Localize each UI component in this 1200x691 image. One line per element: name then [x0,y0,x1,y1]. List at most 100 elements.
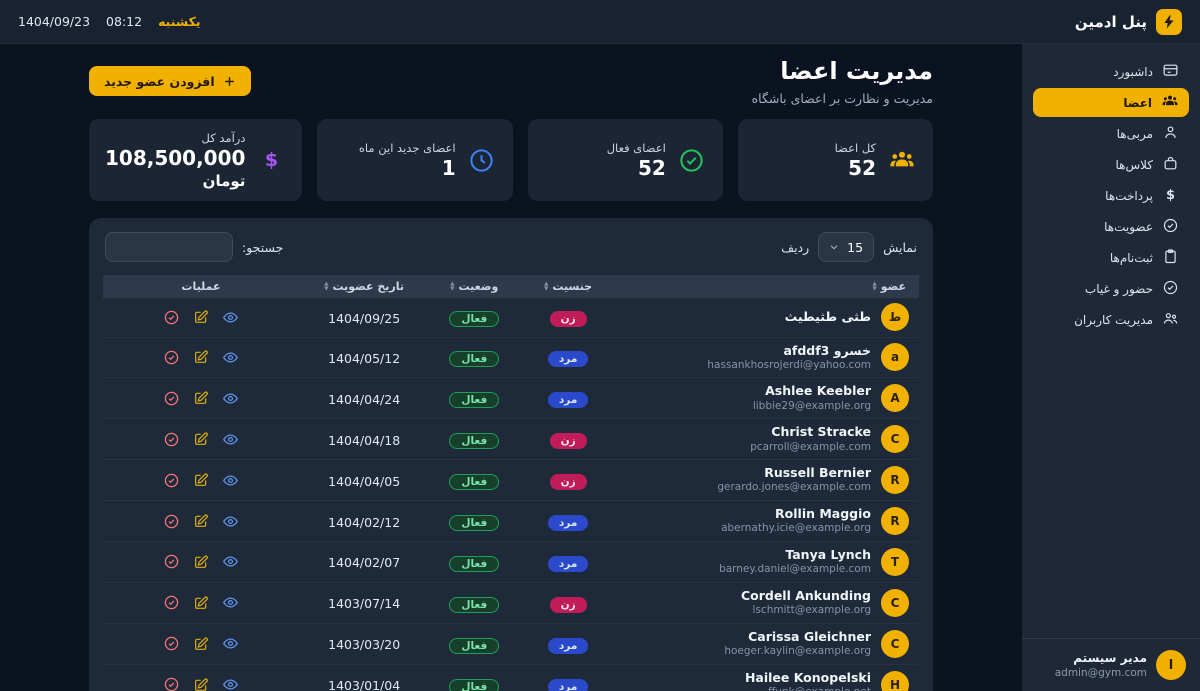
toggle-status-button[interactable] [163,635,180,652]
edit-button[interactable] [193,472,209,488]
view-button[interactable] [222,431,239,448]
sidebar-item-coaches[interactable]: مربی‌ها [1033,119,1189,148]
stat-card-active-members: اعضای فعال 52 [528,119,723,201]
stat-text: اعضای فعال 52 [607,141,666,179]
member-name: Christ Stracke [750,424,871,440]
toggle-status-button[interactable] [163,513,180,530]
member-email: gerardo.jones@example.com [717,481,871,495]
stat-text: کل اعضا 52 [835,141,876,179]
member-name: طثی طثیطیث [785,309,871,325]
view-button[interactable] [222,635,239,652]
member-identity: Carissa Gleichner hoeger.kaylin@example.… [724,629,871,659]
edit-button[interactable] [193,636,209,652]
table-row: C Cordell Ankunding lschmitt@example.org… [103,582,919,623]
stat-label: کل اعضا [835,141,876,155]
eye-icon [222,431,239,448]
row-actions [113,349,289,366]
member-cell: ط طثی طثیطیث [627,303,909,331]
stat-text: درآمد کل 108,500,000 تومان [105,131,245,190]
check-circle-icon [677,147,707,174]
edit-button[interactable] [193,554,209,570]
member-identity: Ashlee Keebler libbie29@example.org [753,383,871,413]
edit-button[interactable] [193,349,209,365]
edit-icon [193,595,209,611]
user-info: مدیر سیستم admin@gym.com [1055,651,1147,679]
stats-row: کل اعضا 52 اعضای فعال 52 اعضای جدید ای [89,119,933,201]
sidebar-item-classes[interactable]: کلاس‌ها [1033,150,1189,179]
avatar: C [881,425,909,453]
join-date: 1404/09/25 [328,311,400,326]
column-header-member[interactable]: عضو▲▼ [617,275,919,298]
search-control: جستجو: [105,232,283,262]
edit-button[interactable] [193,595,209,611]
member-email: barney.daniel@example.com [719,563,871,577]
edit-button[interactable] [193,309,209,325]
edit-button[interactable] [193,677,209,691]
sidebar-item-label: مدیریت کاربران [1074,313,1153,327]
avatar: T [881,548,909,576]
avatar: R [881,466,909,494]
member-name: Russell Bernier [717,465,871,481]
view-button[interactable] [222,390,239,407]
view-button[interactable] [222,309,239,326]
toggle-status-button[interactable] [163,349,180,366]
sidebar-item-attendance[interactable]: حضور و غیاب [1033,274,1189,303]
sidebar-item-payments[interactable]: $ پرداخت‌ها [1033,181,1189,210]
member-name: Ashlee Keebler [753,383,871,399]
column-header-status[interactable]: وضعیت▲▼ [429,275,519,298]
toggle-status-button[interactable] [163,309,180,326]
column-header-gender[interactable]: جنسیت▲▼ [519,275,617,298]
edit-icon [193,636,209,652]
view-button[interactable] [222,553,239,570]
toggle-status-button[interactable] [163,676,180,691]
page-size-select[interactable]: 15 [818,232,874,262]
member-cell: T Tanya Lynch barney.daniel@example.com [627,547,909,577]
search-input[interactable] [105,232,233,262]
add-member-button[interactable]: افزودن عضو جدید [89,66,251,96]
sidebar-item-dashboard[interactable]: داشبورد [1033,57,1189,86]
edit-button[interactable] [193,431,209,447]
row-actions [113,390,289,407]
edit-button[interactable] [193,513,209,529]
toggle-status-button[interactable] [163,390,180,407]
table-row: R Rollin Maggio abernathy.icie@example.o… [103,501,919,542]
toggle-status-button[interactable] [163,594,180,611]
status-badge: فعال [449,311,499,327]
user-panel: ا مدیر سیستم admin@gym.com [1022,638,1200,691]
view-button[interactable] [222,513,239,530]
join-date: 1404/02/07 [328,555,400,570]
member-identity: Christ Stracke pcarroll@example.com [750,424,871,454]
members-icon [1161,92,1179,113]
weekday-label: یکشنبه [158,14,200,29]
stat-card-new-members: اعضای جدید این ماه 1 [317,119,512,201]
member-email: pcarroll@example.com [750,441,871,455]
stat-card-revenue: $ درآمد کل 108,500,000 تومان [89,119,302,201]
column-header-join-date[interactable]: تاریخ عضویت▲▼ [299,275,430,298]
sidebar-item-registrations[interactable]: ثبت‌نام‌ها [1033,243,1189,272]
circle-check-icon [163,594,180,611]
toggle-status-button[interactable] [163,431,180,448]
edit-button[interactable] [193,390,209,406]
member-identity: Tanya Lynch barney.daniel@example.com [719,547,871,577]
check-circle-icon [1162,217,1179,237]
circle-check-icon [163,513,180,530]
sidebar-item-user-management[interactable]: مدیریت کاربران [1033,305,1189,334]
member-identity: طثی طثیطیث [785,309,871,325]
view-button[interactable] [222,676,239,691]
toggle-status-button[interactable] [163,553,180,570]
view-button[interactable] [222,472,239,489]
sidebar-item-members[interactable]: اعضا [1033,88,1189,117]
view-button[interactable] [222,594,239,611]
show-label: نمایش [883,240,917,255]
edit-icon [193,472,209,488]
circle-check-icon [163,553,180,570]
eye-icon [222,349,239,366]
view-button[interactable] [222,349,239,366]
avatar: C [881,589,909,617]
member-cell: A Ashlee Keebler libbie29@example.org [627,383,909,413]
sidebar-item-memberships[interactable]: عضویت‌ها [1033,212,1189,241]
plus-icon [223,75,236,88]
row-actions [113,594,289,611]
circle-check-icon [163,431,180,448]
toggle-status-button[interactable] [163,472,180,489]
